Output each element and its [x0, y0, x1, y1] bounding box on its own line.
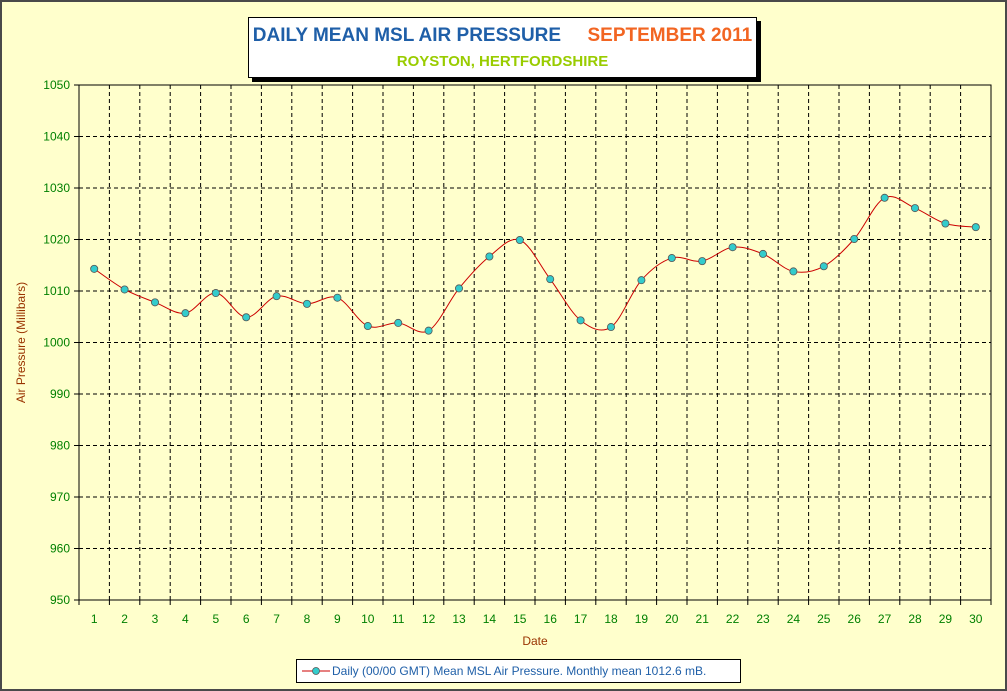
x-axis-ticks: 1 2 3 4 5 6 7 8 9 10 11 12 13 14 15 16 17 18 19 20 21 22 23 24 2…: [78, 600, 992, 626]
x-tick-label: 30: [969, 612, 983, 626]
data-point: [698, 257, 707, 266]
y-tick-label: 1010: [43, 284, 70, 298]
x-tick-label: 5: [212, 612, 219, 626]
x-tick-label: 3: [152, 612, 159, 626]
x-tick-label: 25: [817, 612, 831, 626]
data-point: [607, 323, 616, 332]
data-point: [515, 236, 524, 245]
chart-title-date: SEPTEMBER 2011: [587, 25, 753, 46]
data-point: [90, 264, 99, 273]
x-tick-label: 2: [121, 612, 128, 626]
x-tick-label: 22: [726, 612, 740, 626]
y-tick-label: 1020: [43, 233, 70, 247]
data-point: [302, 299, 311, 308]
y-tick-label: 990: [50, 387, 70, 401]
data-point: [911, 204, 920, 213]
chart-title: DAILY MEAN MSL AIR PRESSURE SEPTEMBER 20…: [249, 25, 756, 47]
x-tick-label: 19: [635, 612, 649, 626]
data-point: [728, 243, 737, 252]
data-point: [242, 313, 251, 322]
x-tick-label: 16: [544, 612, 558, 626]
x-tick-label: 26: [848, 612, 862, 626]
legend-label: Daily (00/00 GMT) Mean MSL Air Pressure.…: [332, 664, 707, 678]
x-tick-label: 14: [483, 612, 497, 626]
data-point: [941, 219, 950, 228]
y-tick-label: 970: [50, 490, 70, 504]
y-tick-label: 950: [50, 593, 70, 607]
x-tick-label: 13: [452, 612, 466, 626]
x-tick-label: 27: [878, 612, 892, 626]
data-point: [880, 193, 889, 202]
x-tick-label: 9: [334, 612, 341, 626]
y-tick-label: 1030: [43, 181, 70, 195]
chart-title-text: DAILY MEAN MSL AIR PRESSURE: [252, 25, 562, 46]
y-tick-label: 1000: [43, 336, 70, 350]
chart-title-box: DAILY MEAN MSL AIR PRESSURE SEPTEMBER 20…: [248, 17, 757, 78]
y-tick-label: 1040: [43, 130, 70, 144]
data-point: [454, 284, 463, 293]
y-tick-label: 980: [50, 439, 70, 453]
data-point: [485, 252, 494, 261]
x-tick-label: 15: [513, 612, 527, 626]
data-point: [637, 276, 646, 285]
data-point: [789, 267, 798, 276]
x-tick-label: 6: [243, 612, 250, 626]
y-tick-label: 1050: [43, 78, 70, 92]
data-point: [576, 316, 585, 325]
x-tick-label: 18: [604, 612, 618, 626]
data-point: [424, 326, 433, 335]
data-point: [363, 322, 372, 331]
x-tick-label: 29: [939, 612, 953, 626]
y-axis-label: Air Pressure (Millibars): [14, 282, 28, 403]
chart-subtitle: ROYSTON, HERTFORDSHIRE: [396, 53, 609, 70]
x-tick-label: 4: [182, 612, 189, 626]
data-point: [150, 298, 159, 307]
data-point: [819, 262, 828, 271]
x-tick-label: 28: [908, 612, 922, 626]
grid-lines: [79, 85, 991, 600]
x-axis-label: Date: [522, 634, 548, 648]
data-point: [211, 289, 220, 298]
x-tick-label: 23: [756, 612, 770, 626]
x-tick-label: 1: [91, 612, 98, 626]
x-tick-label: 11: [392, 612, 405, 626]
data-point: [272, 292, 281, 301]
x-tick-label: 24: [787, 612, 801, 626]
legend: Daily (00/00 GMT) Mean MSL Air Pressure.…: [296, 659, 741, 683]
data-point: [181, 309, 190, 318]
x-tick-label: 8: [304, 612, 311, 626]
x-tick-label: 12: [422, 612, 436, 626]
series-markers: [90, 193, 980, 335]
x-tick-label: 7: [273, 612, 280, 626]
x-tick-label: 21: [696, 612, 710, 626]
data-point: [546, 275, 555, 284]
y-axis-ticks: 950 960 970 980 990 1000 1010 1020 1030 1040 1050: [43, 78, 79, 607]
data-point: [850, 234, 859, 243]
legend-swatch: [302, 667, 330, 675]
data-point: [333, 293, 342, 302]
x-tick-label: 17: [574, 612, 588, 626]
x-tick-label: 10: [361, 612, 375, 626]
y-tick-label: 960: [50, 542, 70, 556]
data-point: [394, 318, 403, 327]
x-tick-label: 20: [665, 612, 679, 626]
data-point: [120, 285, 129, 294]
data-point: [759, 249, 768, 258]
data-point: [667, 254, 676, 263]
data-point: [971, 223, 980, 232]
